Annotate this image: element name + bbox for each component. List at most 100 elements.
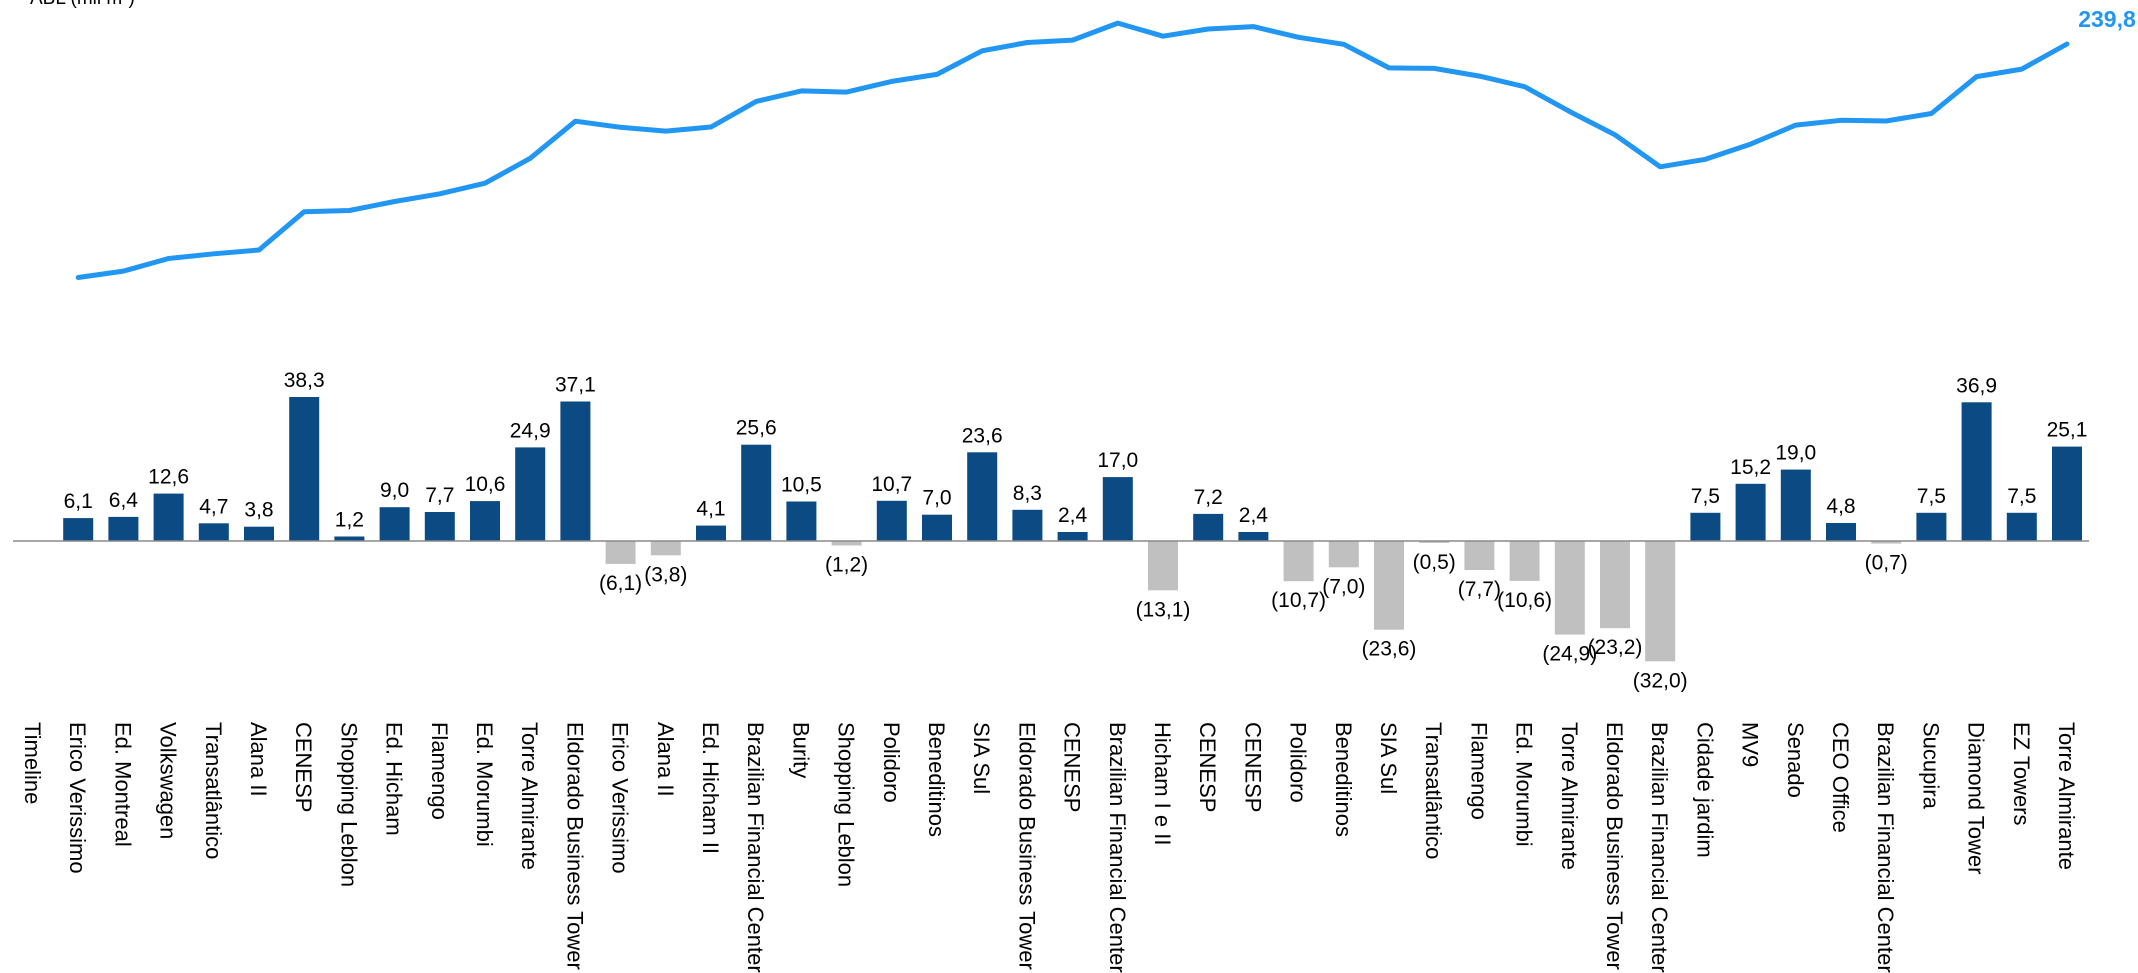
bar [1374, 541, 1404, 630]
category-label: MV9 [1738, 722, 1763, 767]
category-label: Polidoro [1286, 722, 1311, 803]
category-label: Volkswagen [156, 722, 181, 839]
category-label: CENESP [1240, 722, 1265, 812]
bar-value-label: (0,5) [1413, 551, 1456, 574]
bar-value-label: 4,1 [696, 498, 725, 521]
bar-value-label: (7,0) [1322, 575, 1365, 598]
bar-value-label: 38,3 [284, 369, 325, 392]
bar [1645, 541, 1676, 662]
category-label: SIA Sul [1376, 722, 1401, 794]
category-label: Hicham I e II [1150, 722, 1175, 845]
bar [1554, 541, 1585, 635]
bar [741, 444, 772, 541]
category-label: Torre Almirante [2054, 722, 2079, 870]
bar [1283, 541, 1314, 582]
bar-value-label: (13,1) [1136, 598, 1191, 621]
category-label: Brazilian Financial Center [743, 722, 768, 973]
bar [1871, 541, 1902, 544]
category-label: Shopping Leblon [834, 722, 859, 887]
category-label: Transatlântico [201, 722, 226, 859]
category-label: Eldorado Business Tower [562, 722, 587, 970]
line-layer [75, 20, 2070, 280]
bar-value-label: 4,7 [199, 495, 228, 518]
bar-value-label: 3,8 [244, 499, 273, 522]
category-label: CENESP [1060, 722, 1085, 812]
bars-layer [63, 397, 2082, 662]
bar-value-label: 4,8 [1826, 495, 1855, 518]
bar [1102, 477, 1133, 541]
category-label: Polidoro [879, 722, 904, 803]
bar [1826, 523, 1856, 541]
bar-value-label: 19,0 [1775, 442, 1816, 465]
category-label: Erico Verissimo [65, 722, 90, 874]
bar-value-label: (1,2) [825, 554, 868, 577]
bar [379, 507, 410, 541]
bar [922, 514, 952, 541]
bar-value-label: (10,7) [1271, 589, 1326, 612]
category-label: Diamond Tower [1964, 722, 1989, 874]
bar-value-label: (6,1) [599, 572, 642, 595]
bar [470, 501, 500, 541]
bar [2006, 512, 2037, 541]
bar-value-label: 2,4 [1058, 504, 1088, 527]
category-label: EZ Towers [2009, 722, 2034, 826]
bar-value-label: 36,9 [1956, 374, 1997, 397]
category-label: Eldorado Business Tower [1602, 722, 1627, 970]
bar [424, 512, 455, 541]
bar [1148, 541, 1178, 591]
category-label: Alana II [246, 722, 271, 797]
bar-value-label: (23,6) [1362, 638, 1417, 661]
category-label: CEO Office [1828, 722, 1853, 833]
bar [244, 526, 274, 541]
category-label: Ed. Hicham II [698, 722, 723, 854]
bar [334, 536, 365, 541]
bar-value-label: 10,5 [781, 474, 822, 497]
bar [198, 523, 229, 541]
bar-value-label: 7,2 [1194, 486, 1223, 509]
bar-value-label: 6,1 [64, 490, 93, 513]
bar [831, 541, 862, 546]
category-label: CENESP [291, 722, 316, 812]
bar-value-label: 15,2 [1730, 456, 1771, 479]
bar [1600, 541, 1630, 629]
bar [1916, 512, 1947, 541]
bar-value-label: 25,1 [2047, 419, 2088, 442]
category-label: Flamengo [427, 722, 452, 820]
bar-value-label: 2,4 [1239, 504, 1269, 527]
bar-value-label: (10,6) [1497, 589, 1552, 612]
bar [1690, 512, 1721, 541]
bar-value-label: 37,1 [555, 374, 596, 397]
bar [560, 401, 591, 541]
category-label: Sucupira [1918, 722, 1943, 810]
category-label: Alana II [653, 722, 678, 797]
category-label: Senado [1783, 722, 1808, 798]
bar [289, 397, 320, 541]
bar [1780, 469, 1811, 541]
bar-value-label: 17,0 [1097, 449, 1138, 472]
category-label: Ed. Montreal [110, 722, 135, 847]
bar [153, 493, 184, 541]
category-label: SIA Sul [969, 722, 994, 794]
bar-value-label: 7,5 [1691, 485, 1720, 508]
bar [967, 452, 998, 541]
bar-value-label: 10,7 [871, 473, 912, 496]
bar-value-label: 23,6 [962, 424, 1003, 447]
abl-line [75, 20, 2070, 280]
bar-value-label: 10,6 [465, 473, 506, 496]
bar-value-label: (32,0) [1633, 669, 1688, 692]
category-label: Beneditinos [1331, 722, 1356, 837]
bar-value-label: (24,9) [1542, 643, 1597, 666]
line-series-label: ABL (mil m²) [30, 0, 135, 9]
category-label: Brazilian Financial Center [1647, 722, 1672, 973]
bar [696, 525, 726, 541]
bar [1193, 513, 1224, 541]
bar [2052, 446, 2082, 541]
bar-value-label: 7,7 [425, 484, 454, 507]
bar-value-label: (0,7) [1865, 552, 1908, 575]
category-label: Timeline [20, 722, 45, 804]
bar [1464, 541, 1495, 570]
category-label: Cidade jardim [1692, 722, 1717, 858]
category-label: Brazilian Financial Center [1873, 722, 1898, 973]
bar [1238, 532, 1269, 541]
